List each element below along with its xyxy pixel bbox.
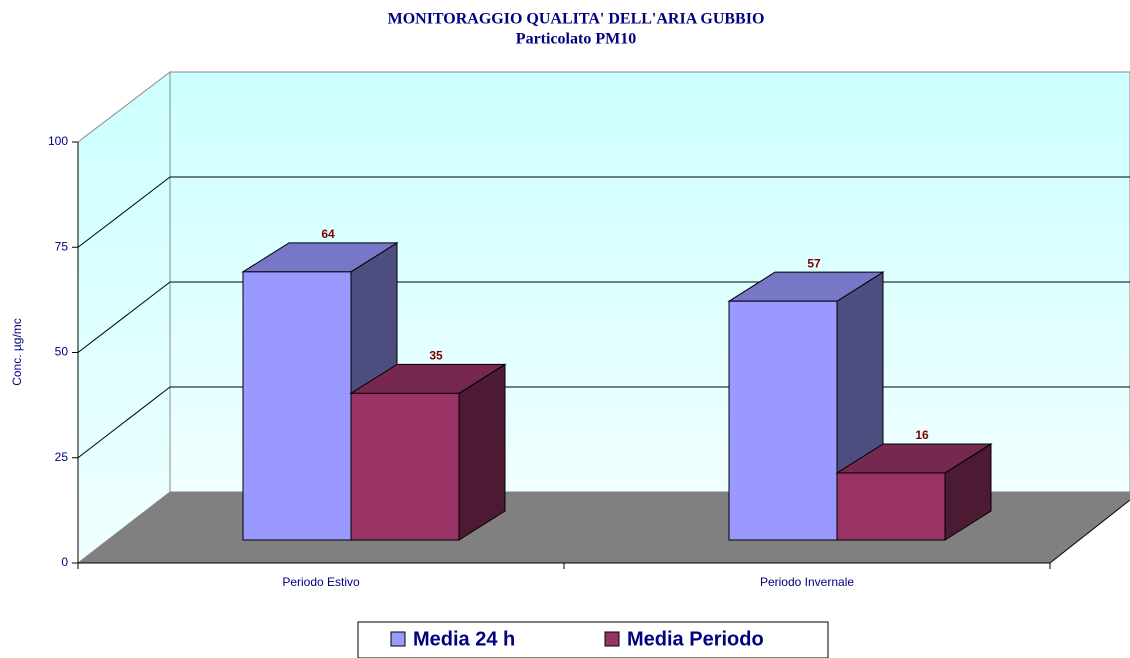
chart-title: MONITORAGGIO QUALITA' DELL'ARIA GUBBIO <box>388 11 765 28</box>
data-label: 64 <box>321 227 335 241</box>
grid-line <box>77 176 171 248</box>
y-tick-label: 75 <box>55 239 69 253</box>
chart-subtitle: Particolato PM10 <box>516 31 636 48</box>
legend-label: Media Periodo <box>627 628 764 650</box>
y-tick-label: 0 <box>61 555 68 569</box>
legend-swatch <box>390 631 406 647</box>
legend-label: Media 24 h <box>413 628 515 650</box>
grid-line <box>77 281 171 353</box>
bar <box>836 472 946 541</box>
data-label: 16 <box>915 428 929 442</box>
bar <box>728 300 838 541</box>
legend <box>357 621 829 658</box>
bar <box>350 392 460 541</box>
floor-edge <box>1049 499 1130 564</box>
grid-line <box>77 386 171 459</box>
bar-side <box>458 363 506 541</box>
data-label: 57 <box>807 256 821 270</box>
bar <box>242 271 352 541</box>
y-axis-label: Conc. µg/mc <box>10 318 24 386</box>
x-tick-label: Periodo Invernale <box>760 575 854 589</box>
y-tick-label: 25 <box>55 450 69 464</box>
legend-swatch <box>604 631 620 647</box>
data-label: 35 <box>429 349 443 363</box>
x-tick-label: Periodo Estivo <box>282 575 360 589</box>
y-tick-label: 100 <box>48 134 68 148</box>
y-tick-label: 50 <box>55 345 69 359</box>
